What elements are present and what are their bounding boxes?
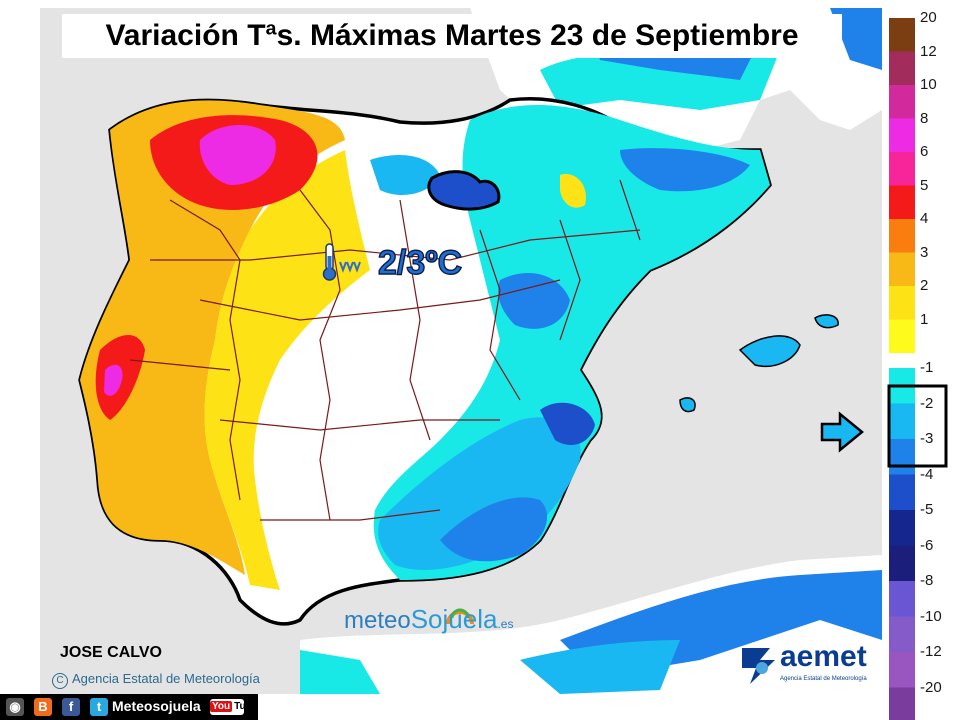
author-credit: JOSE CALVO bbox=[60, 644, 162, 661]
brand-part-1: meteo bbox=[344, 607, 411, 634]
twitter-icon[interactable]: t bbox=[90, 698, 108, 716]
aemet-logo: aemet Agencia Estatal de Meteorología bbox=[740, 640, 876, 688]
legend-swatch-positive-1 bbox=[889, 51, 915, 85]
legend-swatch-positive-5 bbox=[889, 185, 915, 219]
legend-label-negative-9: -20 bbox=[920, 678, 942, 696]
legend-label-negative-4: -5 bbox=[920, 501, 934, 518]
anomaly-magenta-portugal bbox=[104, 364, 123, 396]
anomaly-lightblue-southeast bbox=[378, 417, 581, 570]
legend-label-positive-0: 20 bbox=[920, 9, 937, 26]
meteosojuela-watermark: meteoSojuela.es bbox=[344, 604, 513, 635]
legend-label-negative-2: -3 bbox=[920, 430, 934, 447]
legend-swatch-positive-6 bbox=[889, 219, 915, 253]
blogger-icon[interactable]: B bbox=[34, 698, 52, 716]
legend-swatch-negative-3 bbox=[889, 474, 915, 510]
copyright-icon: C bbox=[52, 673, 68, 689]
social-bar: ◉ B f t Meteosojuela You Tube bbox=[0, 694, 258, 720]
anomaly-blue-southeast bbox=[440, 497, 548, 562]
legend-highlight-box bbox=[887, 384, 948, 468]
legend-swatch-negative-4 bbox=[889, 510, 915, 546]
anomaly-yellow-ebro bbox=[560, 174, 586, 208]
legend-swatch-negative-7 bbox=[889, 616, 915, 652]
sun-logo-icon bbox=[446, 608, 474, 625]
legend-label-negative-6: -8 bbox=[920, 572, 934, 589]
legend-label-positive-5: 5 bbox=[920, 176, 929, 194]
anomaly-lightblue-north bbox=[370, 155, 440, 195]
youtube-label: You bbox=[210, 701, 233, 712]
legend-swatch-negative-2 bbox=[889, 439, 915, 475]
legend-label-positive-9: 1 bbox=[920, 310, 929, 328]
legend-label-negative-8: -12 bbox=[920, 643, 942, 660]
mallorca-island bbox=[738, 335, 801, 367]
legend-label-negative-3: -4 bbox=[920, 465, 934, 483]
legend-swatch-positive-2 bbox=[889, 85, 915, 119]
anomaly-darkblue-valencia bbox=[540, 402, 595, 445]
legend-label-positive-1: 12 bbox=[920, 42, 937, 60]
temperature-drop-callout: 2/3ºC bbox=[377, 243, 463, 282]
legend-swatch-positive-4 bbox=[889, 152, 915, 186]
legend-swatch-negative-1 bbox=[889, 403, 915, 439]
facebook-icon[interactable]: f bbox=[62, 698, 80, 716]
legend-swatch-positive-3 bbox=[889, 118, 915, 152]
menorca-island bbox=[814, 314, 839, 329]
social-handle[interactable]: Meteosojuela bbox=[112, 698, 201, 714]
thermometer-down-icon bbox=[322, 243, 361, 281]
province-borders bbox=[129, 179, 641, 521]
legend-swatch-negative-9 bbox=[889, 687, 915, 720]
la-rioja-region bbox=[427, 170, 501, 211]
legend-swatch-negative-5 bbox=[889, 545, 915, 581]
legend-swatch-negative-8 bbox=[889, 652, 915, 688]
brand-part-3: .es bbox=[497, 617, 514, 631]
legend-label-positive-2: 10 bbox=[920, 76, 937, 93]
anomaly-blue-east-center bbox=[498, 272, 570, 329]
brand-part-2: Sojuela bbox=[410, 604, 498, 634]
legend-label-positive-4: 6 bbox=[920, 143, 929, 160]
france-blue-east bbox=[830, 8, 882, 70]
instagram-icon[interactable]: ◉ bbox=[6, 698, 24, 716]
legend-label-positive-6: 4 bbox=[920, 210, 929, 227]
ibiza-island bbox=[679, 397, 696, 413]
anomaly-orange-west bbox=[80, 100, 345, 575]
africa-lightblue bbox=[520, 640, 680, 694]
legend-label-positive-8: 2 bbox=[920, 277, 929, 294]
legend-label-positive-3: 8 bbox=[920, 109, 929, 127]
copyright-notice: C Agencia Estatal de Meteorología bbox=[52, 671, 260, 689]
legend-swatch-positive-9 bbox=[889, 319, 915, 353]
legend-swatch-positive-7 bbox=[889, 252, 915, 286]
legend-swatch-negative-6 bbox=[889, 581, 915, 617]
youtube-tube-label: Tube bbox=[234, 701, 258, 712]
aemet-name: aemet bbox=[780, 640, 867, 673]
legend-arrow-icon bbox=[820, 411, 864, 453]
aemet-logo-icon bbox=[742, 648, 775, 684]
africa-cyan bbox=[300, 650, 380, 694]
legend-label-negative-7: -10 bbox=[920, 607, 942, 625]
legend-label-negative-1: -2 bbox=[920, 394, 934, 412]
legend-swatch-positive-8 bbox=[889, 286, 915, 320]
youtube-icon[interactable]: You Tube bbox=[210, 699, 257, 715]
anomaly-magenta-northwest bbox=[199, 125, 276, 185]
anomaly-blue-catalonia bbox=[620, 148, 750, 192]
copyright-text: Agencia Estatal de Meteorología bbox=[72, 671, 260, 686]
legend-label-negative-0: -1 bbox=[920, 359, 934, 376]
aemet-subtitle: Agencia Estatal de Meteorología bbox=[780, 676, 867, 682]
color-legend bbox=[889, 18, 915, 720]
map-title: Variación Tªs. Máximas Martes 23 de Sept… bbox=[62, 14, 842, 58]
legend-swatch-positive-0 bbox=[889, 18, 915, 52]
legend-label-positive-7: 3 bbox=[920, 243, 929, 261]
legend-label-negative-5: -6 bbox=[920, 536, 934, 554]
